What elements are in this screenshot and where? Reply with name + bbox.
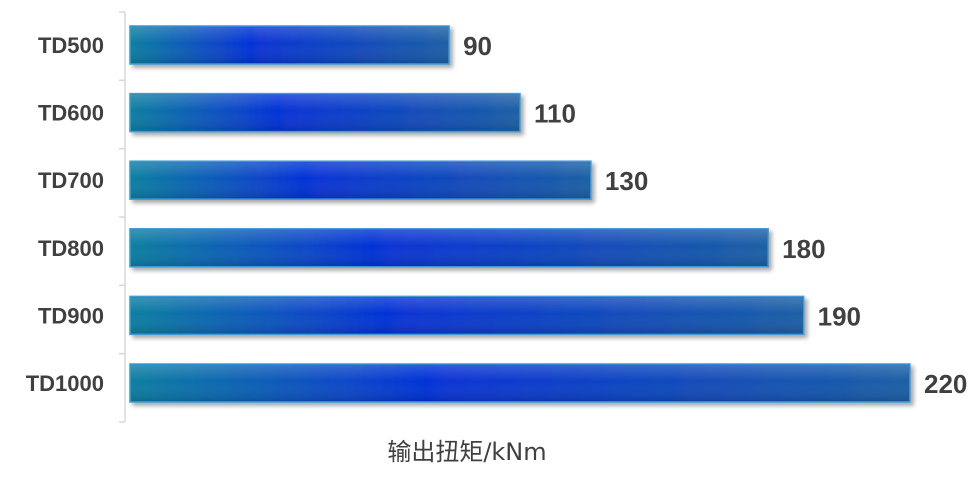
data-label: 110 [534, 99, 576, 129]
category-label: TD600 [38, 101, 104, 126]
data-label: 130 [605, 166, 648, 196]
bars [129, 25, 911, 403]
category-label: TD1000 [26, 371, 104, 396]
labels: TD500 90 TD600 110 TD700 130 TD800 180 TD900 190 T… [26, 31, 968, 399]
data-label: 90 [463, 31, 492, 61]
y-axis [119, 11, 126, 423]
bar-highlight [131, 162, 590, 199]
data-label: 190 [818, 301, 861, 331]
data-label: 220 [924, 369, 967, 399]
bar-highlight [131, 229, 768, 266]
category-label: TD900 [38, 303, 104, 328]
bar-highlight [131, 94, 519, 131]
bar-highlight [131, 297, 803, 334]
bar-highlight [131, 365, 909, 401]
category-label: TD700 [38, 168, 104, 193]
bar-highlight [131, 27, 449, 63]
x-axis-title: 输出扭矩/kNm [387, 438, 546, 466]
category-label: TD500 [38, 33, 104, 58]
category-label: TD800 [38, 236, 104, 261]
data-label: 180 [782, 234, 825, 264]
